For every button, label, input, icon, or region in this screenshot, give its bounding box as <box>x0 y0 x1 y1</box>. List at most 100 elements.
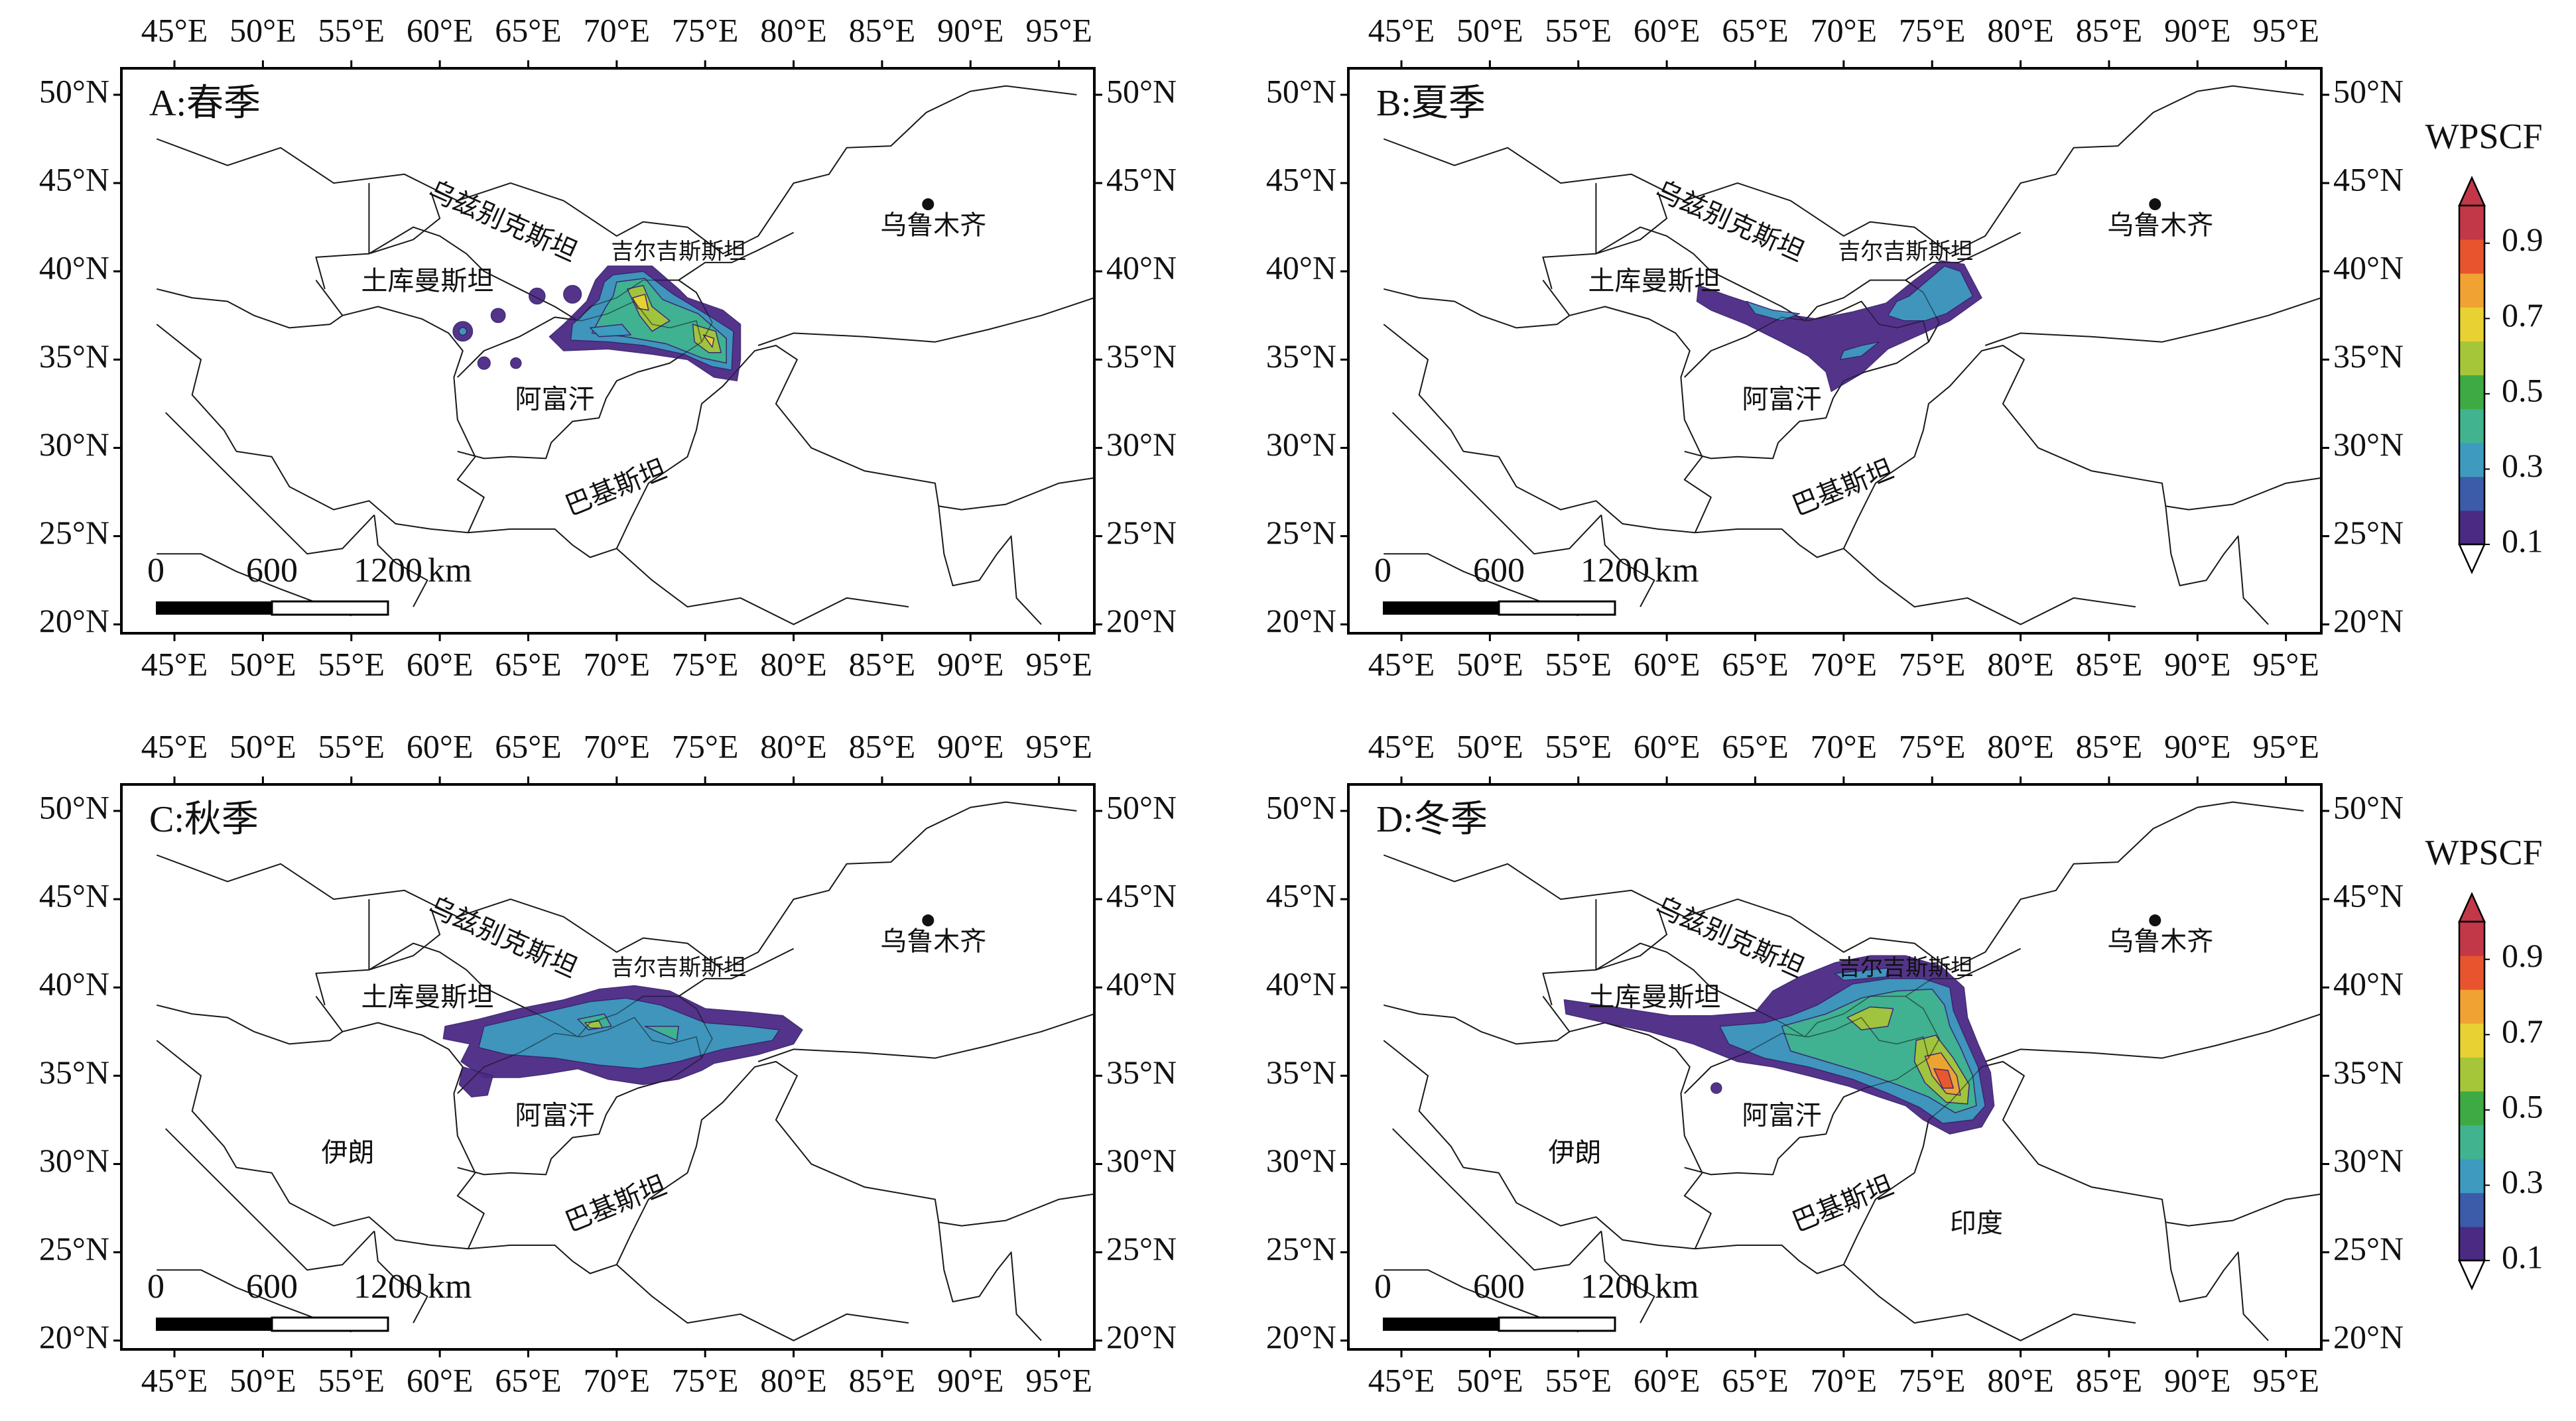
lon-tick-label: 80°E <box>760 11 827 48</box>
place-label: 巴基斯坦 <box>561 454 671 521</box>
wpscf-contour-band <box>1839 341 1880 361</box>
place-label: 乌兹别克斯坦 <box>1651 175 1809 267</box>
lat-tick-label: 25°N <box>1266 514 1336 551</box>
country-border-line <box>1384 85 2304 255</box>
lon-tick-label: 85°E <box>849 645 916 682</box>
scale-bar-unit: km <box>428 1268 472 1306</box>
scale-bar-segment <box>156 601 272 615</box>
lon-tick-label: 85°E <box>849 11 916 48</box>
country-borders-overlay <box>1383 801 2321 1341</box>
place-label: 伊朗 <box>321 1137 374 1167</box>
colorbar-swatch <box>2459 1158 2484 1194</box>
colorbar-tick-label: 0.5 <box>2502 371 2544 408</box>
lon-tick-label: 45°E <box>1368 645 1435 682</box>
lat-tick-label: 50°N <box>1266 72 1336 109</box>
lon-tick-label: 75°E <box>672 1361 739 1398</box>
lat-tick-label: 30°N <box>1266 1142 1336 1179</box>
colorbar-tick-label: 0.1 <box>2502 522 2544 559</box>
lon-tick-label: 50°E <box>229 645 296 682</box>
lon-tick-label: 80°E <box>760 1361 827 1398</box>
country-border-line <box>2165 1222 2269 1341</box>
lon-tick-label: 55°E <box>1545 11 1612 48</box>
scale-bar-label: 1200 <box>354 552 422 589</box>
lon-tick-label: 70°E <box>1811 11 1878 48</box>
colorbar-extend-max <box>2458 175 2486 207</box>
country-border-line <box>157 1269 352 1333</box>
scale-bar-label: 600 <box>1473 552 1525 589</box>
country-border-line <box>616 1264 909 1341</box>
country-border-line <box>315 280 485 533</box>
lat-tick-label: 30°N <box>1106 1142 1177 1179</box>
colorbar-tick-label: 0.7 <box>2502 296 2544 334</box>
lat-tick-label: 40°N <box>2333 249 2404 286</box>
map-frame <box>120 783 1096 1351</box>
place-label: 吉尔吉斯斯坦 <box>611 955 746 980</box>
colorbar-swatch <box>2459 1057 2484 1091</box>
lat-tick-label: 50°N <box>2333 72 2404 109</box>
country-border-line <box>1984 297 2321 346</box>
lat-tick-label: 30°N <box>2333 426 2404 463</box>
country-border-line <box>1695 1061 2321 1274</box>
colorbar-tick-label: 0.9 <box>2502 937 2544 974</box>
lon-tick-label: 65°E <box>1722 11 1789 48</box>
country-border-line <box>468 1061 1094 1274</box>
colorbar-extend-max <box>2458 891 2486 923</box>
lon-tick-label: 50°E <box>229 1361 296 1398</box>
country-border-line <box>757 297 1094 346</box>
wpscf-contours <box>442 985 803 1098</box>
lat-tick-label: 20°N <box>1106 602 1177 639</box>
lon-tick-label: 55°E <box>318 645 385 682</box>
country-borders-overlay <box>156 801 1094 1341</box>
country-border-line <box>1384 288 1570 329</box>
country-border-line <box>616 548 909 625</box>
map-panel-d: 45°E 45°E 50°E 50°E 55°E 55°E 60°E 60°E 65°E 65°E… <box>1266 727 2404 1398</box>
lon-tick-label: 95°E <box>2252 727 2319 765</box>
wpscf-contour-patch <box>490 308 506 324</box>
lon-tick-label: 60°E <box>1634 727 1701 765</box>
country-border-line <box>164 412 375 555</box>
scale-bar-label: 600 <box>1473 1268 1525 1306</box>
country-border-line <box>1684 1017 1929 1176</box>
panel-title: B:夏季 <box>1376 83 1486 124</box>
country-border-line <box>938 506 1042 625</box>
lat-tick-label: 50°N <box>1106 788 1177 826</box>
lon-tick-label: 85°E <box>2076 1361 2143 1398</box>
lon-tick-label: 70°E <box>1811 1361 1878 1398</box>
place-label: 阿富汗 <box>515 1100 594 1130</box>
country-border-line <box>2165 506 2269 625</box>
country-border-line <box>1463 451 1695 533</box>
lat-tick-label: 50°N <box>1106 72 1177 109</box>
country-border-line <box>938 1222 1042 1341</box>
colorbar-swatch <box>2459 239 2484 274</box>
scale-bar-label: 1200 <box>1580 552 1649 589</box>
country-border-line <box>1984 1013 2321 1062</box>
map-panel-c: 45°E 45°E 50°E 50°E 55°E 55°E 60°E 60°E 65°E 65°E… <box>39 727 1177 1398</box>
country-border-line <box>1463 1167 1695 1249</box>
colorbar-swatch <box>2459 510 2484 545</box>
colorbar-swatch <box>2459 341 2484 375</box>
lon-tick-label: 60°E <box>1634 1361 1701 1398</box>
country-border-line <box>1684 300 1929 460</box>
lon-tick-label: 75°E <box>1899 727 1966 765</box>
country-border-line <box>236 1166 468 1250</box>
city-marker-dot <box>922 198 934 211</box>
country-border-line <box>1384 1004 1570 1045</box>
country-border-line <box>165 412 375 554</box>
lon-tick-label: 50°E <box>1456 645 1523 682</box>
lat-tick-label: 45°N <box>39 877 109 914</box>
wpscf-contour-patch <box>563 284 582 304</box>
place-label: 乌兹别克斯坦 <box>424 891 582 983</box>
lat-tick-label: 35°N <box>39 1054 109 1091</box>
country-border-line <box>1600 1231 1655 1324</box>
country-border-line <box>1392 1128 1602 1270</box>
lon-tick-label: 65°E <box>495 727 562 765</box>
lat-tick-label: 25°N <box>1106 1230 1177 1267</box>
place-label: 土库曼斯坦 <box>1588 266 1720 296</box>
lon-tick-label: 95°E <box>1025 727 1092 765</box>
lat-tick-label: 30°N <box>1106 426 1177 463</box>
lat-tick-label: 20°N <box>39 602 109 639</box>
country-border-line <box>373 515 428 607</box>
lat-tick-label: 20°N <box>1106 1318 1177 1355</box>
place-label: 阿富汗 <box>1742 384 1821 414</box>
